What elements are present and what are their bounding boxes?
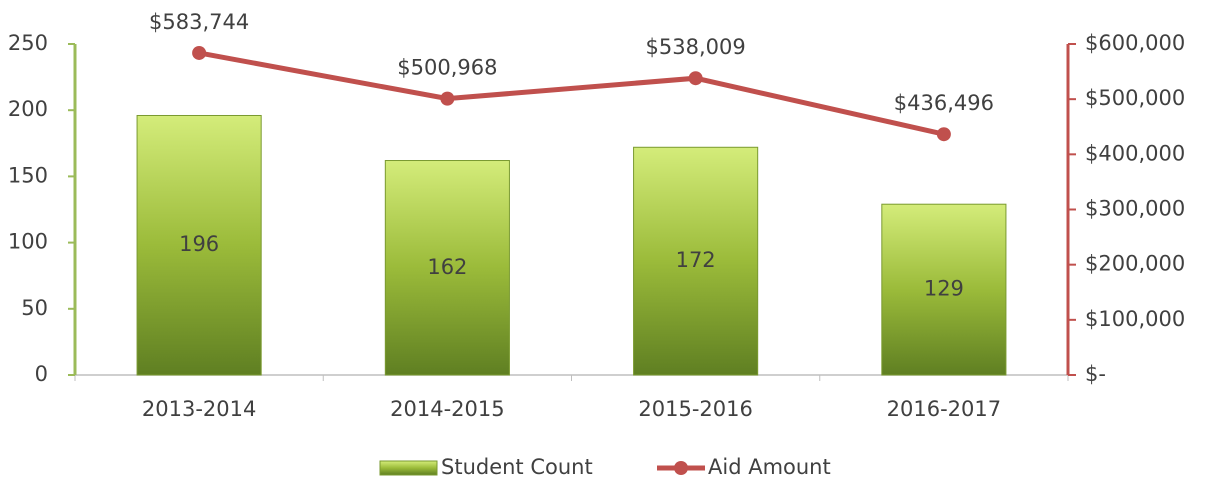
legend-label: Student Count	[441, 455, 593, 479]
x-tick-label: 2016-2017	[887, 397, 1001, 421]
line-point	[192, 45, 207, 60]
y2-tick-label: $300,000	[1085, 197, 1185, 221]
line-point	[688, 71, 703, 86]
x-tick-label: 2015-2016	[638, 397, 752, 421]
x-tick-label: 2014-2015	[390, 397, 504, 421]
line-value-label: $583,744	[149, 10, 249, 34]
line-point	[936, 127, 951, 142]
y2-tick-label: $200,000	[1085, 252, 1185, 276]
y2-tick-label: $500,000	[1085, 86, 1185, 110]
y2-tick-label: $-	[1085, 362, 1106, 386]
legend-swatch	[379, 460, 438, 476]
legend-swatch	[674, 461, 688, 475]
bar-value-label: 162	[427, 255, 467, 279]
bar-value-label: 129	[924, 277, 964, 301]
y-tick-label: 250	[8, 31, 48, 55]
y2-tick-label: $600,000	[1085, 31, 1185, 55]
bar	[136, 114, 262, 376]
line-point	[440, 91, 455, 106]
y2-tick-label: $400,000	[1085, 141, 1185, 165]
x-tick-label: 2013-2014	[142, 397, 256, 421]
y-tick-label: 150	[8, 163, 48, 187]
bar-value-label: 172	[676, 248, 716, 272]
legend-label: Aid Amount	[708, 455, 831, 479]
y-tick-label: 200	[8, 97, 48, 121]
y-tick-label: 50	[21, 296, 48, 320]
y-tick-label: 100	[8, 230, 48, 254]
y-tick-label: 0	[35, 362, 48, 386]
bar	[881, 203, 1007, 376]
bar	[384, 160, 510, 376]
line	[198, 50, 945, 137]
bar-value-label: 196	[179, 232, 219, 256]
line-value-label: $500,968	[397, 56, 497, 80]
bar	[633, 146, 759, 376]
y2-tick-label: $100,000	[1085, 307, 1185, 331]
line-value-label: $436,496	[894, 91, 994, 115]
line-value-label: $538,009	[646, 35, 746, 59]
